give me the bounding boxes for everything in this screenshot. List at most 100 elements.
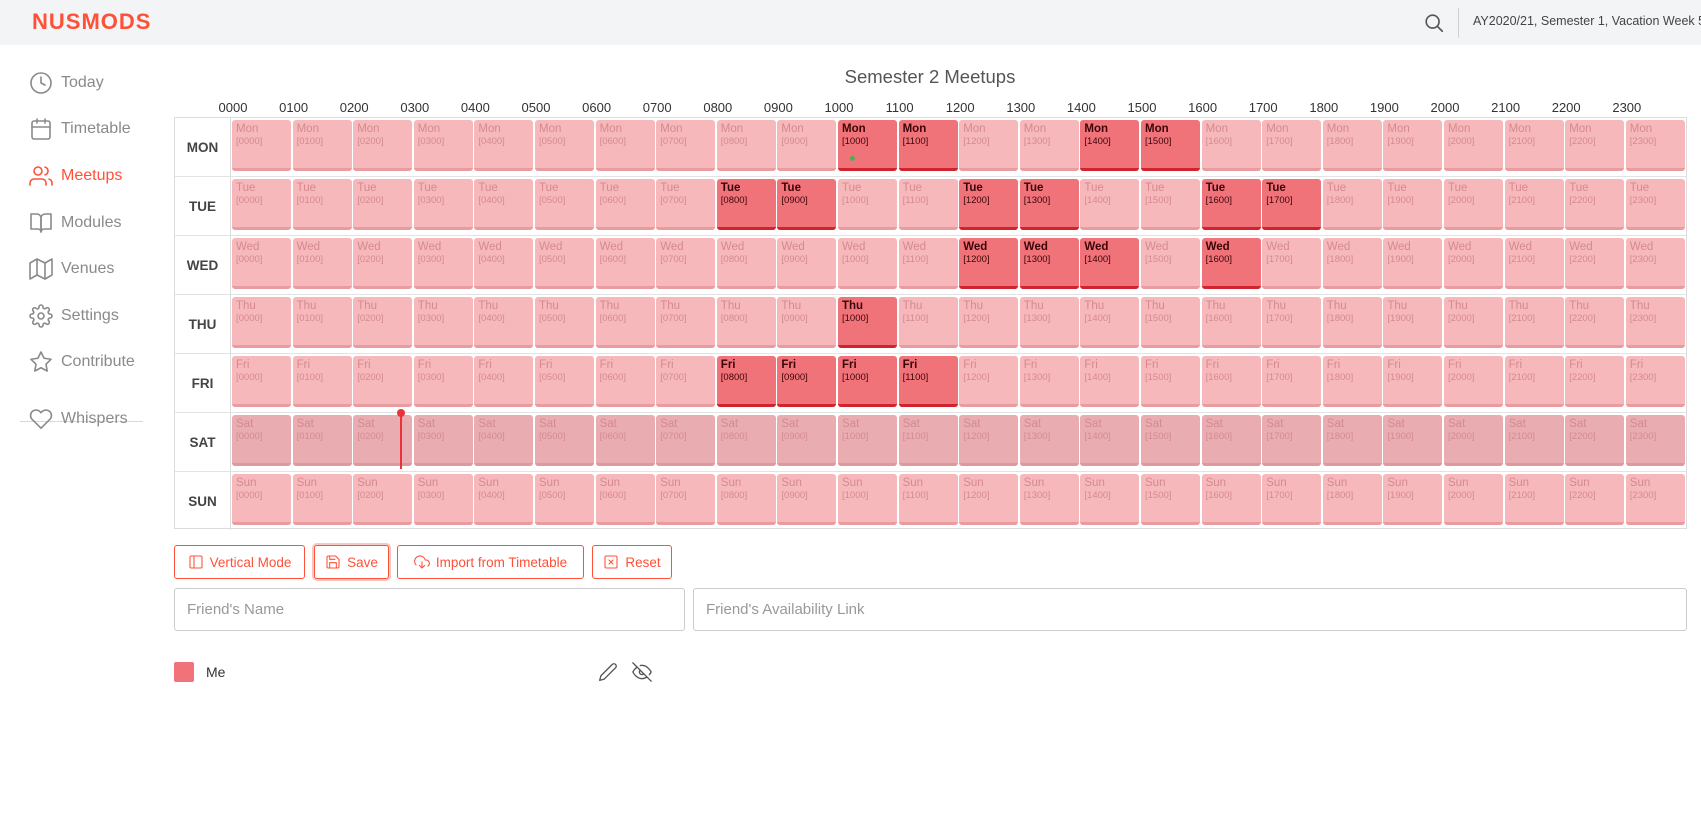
timeslot-cell[interactable]: Fri [2200] bbox=[1565, 356, 1625, 407]
timeslot-cell[interactable]: Wed [1100] bbox=[898, 238, 958, 289]
timeslot-cell[interactable]: Fri [0300] bbox=[413, 356, 473, 407]
sidebar-item-modules[interactable]: Modules bbox=[29, 211, 121, 235]
timeslot-cell[interactable]: Sun [0500] bbox=[535, 474, 594, 525]
timeslot-cell[interactable]: Sat [1700] bbox=[1262, 415, 1322, 466]
timeslot-cell[interactable]: Mon [0700] bbox=[656, 120, 716, 171]
timeslot-cell[interactable]: Wed [1900] bbox=[1383, 238, 1443, 289]
timeslot-cell[interactable]: Wed [1600] bbox=[1201, 238, 1261, 289]
timeslot-cell[interactable]: Sun [0600] bbox=[595, 474, 655, 525]
sidebar-item-contribute[interactable]: Contribute bbox=[29, 350, 135, 374]
timeslot-cell[interactable]: Tue [0500] bbox=[535, 179, 594, 230]
timeslot-cell[interactable]: Sun [2100] bbox=[1504, 474, 1564, 525]
timeslot-cell[interactable]: Fri [1800] bbox=[1322, 356, 1382, 407]
timeslot-cell[interactable]: Mon [1500] bbox=[1141, 120, 1200, 171]
timeslot-cell[interactable]: Sat [2000] bbox=[1444, 415, 1503, 466]
timeslot-cell[interactable]: Mon [1400] bbox=[1080, 120, 1140, 171]
timeslot-cell[interactable]: Mon [0900] bbox=[777, 120, 837, 171]
timeslot-cell[interactable]: Wed [0000] bbox=[232, 238, 291, 289]
sidebar-item-meetups[interactable]: Meetups bbox=[29, 164, 122, 188]
timeslot-cell[interactable]: Mon [0000] bbox=[232, 120, 291, 171]
timeslot-cell[interactable]: Sat [0200] bbox=[353, 415, 413, 466]
timeslot-cell[interactable]: Mon [2200] bbox=[1565, 120, 1625, 171]
timeslot-cell[interactable]: Tue [1800] bbox=[1322, 179, 1382, 230]
timeslot-cell[interactable]: Sun [0100] bbox=[292, 474, 352, 525]
timeslot-cell[interactable]: Wed [0200] bbox=[353, 238, 413, 289]
timeslot-cell[interactable]: Wed [0800] bbox=[716, 238, 776, 289]
timeslot-cell[interactable]: Thu [0900] bbox=[777, 297, 837, 348]
timeslot-cell[interactable]: Thu [1100] bbox=[898, 297, 958, 348]
timeslot-cell[interactable]: Thu [1800] bbox=[1322, 297, 1382, 348]
timeslot-cell[interactable]: Sun [0400] bbox=[474, 474, 534, 525]
timeslot-cell[interactable]: Sat [1800] bbox=[1322, 415, 1382, 466]
vertical-mode-button[interactable]: Vertical Mode bbox=[174, 545, 305, 579]
timeslot-cell[interactable]: Sat [0800] bbox=[716, 415, 776, 466]
timeslot-cell[interactable]: Sat [2200] bbox=[1565, 415, 1625, 466]
timeslot-cell[interactable]: Tue [2200] bbox=[1565, 179, 1625, 230]
timeslot-cell[interactable]: Fri [1300] bbox=[1019, 356, 1079, 407]
timeslot-cell[interactable]: Sun [1900] bbox=[1383, 474, 1443, 525]
timeslot-cell[interactable]: Tue [0100] bbox=[292, 179, 352, 230]
timeslot-cell[interactable]: Fri [2000] bbox=[1444, 356, 1503, 407]
timeslot-cell[interactable]: Wed [0700] bbox=[656, 238, 716, 289]
timeslot-cell[interactable]: Fri [2300] bbox=[1625, 356, 1685, 407]
timeslot-cell[interactable]: Sun [0700] bbox=[656, 474, 716, 525]
timeslot-cell[interactable]: Tue [0300] bbox=[413, 179, 473, 230]
timeslot-cell[interactable]: Sat [1500] bbox=[1141, 415, 1200, 466]
friend-name-input[interactable] bbox=[174, 588, 685, 631]
timeslot-cell[interactable]: Sun [0300] bbox=[413, 474, 473, 525]
timeslot-cell[interactable]: Thu [1000] bbox=[838, 297, 897, 348]
timeslot-cell[interactable]: Sat [1400] bbox=[1080, 415, 1140, 466]
timeslot-cell[interactable]: Thu [0100] bbox=[292, 297, 352, 348]
legend-color-swatch[interactable] bbox=[174, 662, 194, 682]
timeslot-cell[interactable]: Sat [1600] bbox=[1201, 415, 1261, 466]
logo[interactable]: NUSMODS bbox=[32, 9, 152, 34]
timeslot-cell[interactable]: Thu [0300] bbox=[413, 297, 473, 348]
sidebar-item-venues[interactable]: Venues bbox=[29, 257, 114, 281]
timeslot-cell[interactable]: Tue [2100] bbox=[1504, 179, 1564, 230]
timeslot-cell[interactable]: Sat [0100] bbox=[292, 415, 352, 466]
timeslot-cell[interactable]: Fri [0000] bbox=[232, 356, 291, 407]
timeslot-cell[interactable]: Mon [0200] bbox=[353, 120, 413, 171]
timeslot-cell[interactable]: Thu [0500] bbox=[535, 297, 594, 348]
timeslot-cell[interactable]: Tue [1000] bbox=[838, 179, 897, 230]
timeslot-cell[interactable]: Wed [1700] bbox=[1262, 238, 1322, 289]
timeslot-cell[interactable]: Thu [0000] bbox=[232, 297, 291, 348]
timeslot-cell[interactable]: Tue [0000] bbox=[232, 179, 291, 230]
timeslot-cell[interactable]: Mon [1700] bbox=[1262, 120, 1322, 171]
timeslot-cell[interactable]: Mon [2000] bbox=[1444, 120, 1503, 171]
timeslot-cell[interactable]: Mon [1100] bbox=[898, 120, 958, 171]
timeslot-cell[interactable]: Wed [1800] bbox=[1322, 238, 1382, 289]
timeslot-cell[interactable]: Sun [2300] bbox=[1625, 474, 1685, 525]
timeslot-cell[interactable]: Tue [0900] bbox=[777, 179, 837, 230]
timeslot-cell[interactable]: Sun [1000] bbox=[838, 474, 897, 525]
timeslot-cell[interactable]: Mon [0800] bbox=[716, 120, 776, 171]
timeslot-cell[interactable]: Fri [0100] bbox=[292, 356, 352, 407]
timeslot-cell[interactable]: Mon [1000] bbox=[838, 120, 897, 171]
timeslot-cell[interactable]: Mon [1600] bbox=[1201, 120, 1261, 171]
timeslot-cell[interactable]: Wed [0300] bbox=[413, 238, 473, 289]
timeslot-cell[interactable]: Fri [1100] bbox=[898, 356, 958, 407]
timeslot-cell[interactable]: Thu [1900] bbox=[1383, 297, 1443, 348]
timeslot-cell[interactable]: Sun [1300] bbox=[1019, 474, 1079, 525]
timeslot-cell[interactable]: Wed [2100] bbox=[1504, 238, 1564, 289]
timeslot-cell[interactable]: Fri [1700] bbox=[1262, 356, 1322, 407]
timeslot-cell[interactable]: Wed [1500] bbox=[1141, 238, 1200, 289]
timeslot-cell[interactable]: Fri [1500] bbox=[1141, 356, 1200, 407]
timeslot-cell[interactable]: Mon [0100] bbox=[292, 120, 352, 171]
timeslot-cell[interactable]: Sun [1800] bbox=[1322, 474, 1382, 525]
timeslot-cell[interactable]: Wed [0400] bbox=[474, 238, 534, 289]
timeslot-cell[interactable]: Sat [2100] bbox=[1504, 415, 1564, 466]
timeslot-cell[interactable]: Sun [1600] bbox=[1201, 474, 1261, 525]
timeslot-cell[interactable]: Thu [0600] bbox=[595, 297, 655, 348]
timeslot-cell[interactable]: Wed [1000] bbox=[838, 238, 897, 289]
timeslot-cell[interactable]: Wed [1200] bbox=[959, 238, 1019, 289]
timeslot-cell[interactable]: Fri [1000] bbox=[838, 356, 897, 407]
timeslot-cell[interactable]: Thu [1700] bbox=[1262, 297, 1322, 348]
timeslot-cell[interactable]: Mon [1300] bbox=[1019, 120, 1079, 171]
timeslot-cell[interactable]: Sun [0200] bbox=[353, 474, 413, 525]
timeslot-cell[interactable]: Sun [1700] bbox=[1262, 474, 1322, 525]
timeslot-cell[interactable]: Wed [2000] bbox=[1444, 238, 1503, 289]
search-icon[interactable] bbox=[1423, 12, 1445, 34]
timeslot-cell[interactable]: Sun [2000] bbox=[1444, 474, 1503, 525]
timeslot-cell[interactable]: Tue [1700] bbox=[1262, 179, 1322, 230]
